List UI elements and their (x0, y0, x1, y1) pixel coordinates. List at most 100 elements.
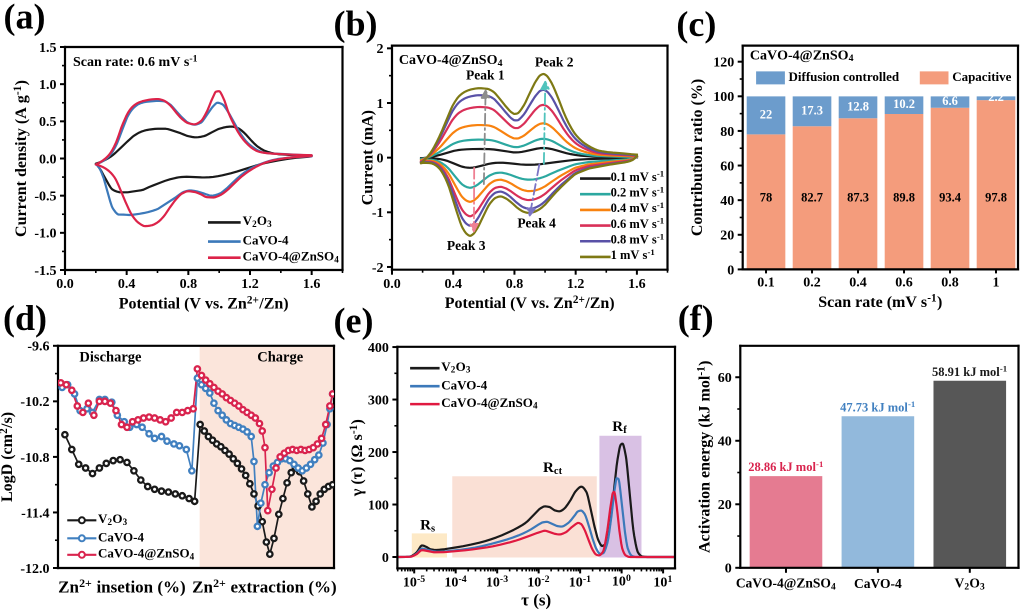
svg-text:-12.0: -12.0 (20, 562, 49, 577)
svg-text:Diffusion controlled: Diffusion controlled (789, 69, 900, 84)
svg-text:L o g D: L o g D ( c m / s ) 2 (0, 408, 16, 502)
svg-text:300: 300 (368, 393, 389, 408)
svg-text:Peak 2: Peak 2 (535, 54, 574, 69)
svg-text:0.4: 0.4 (849, 276, 867, 291)
svg-text:1 0 0: 1 0 0 (612, 573, 631, 590)
svg-text:C u r r: C u r r e n t d e n s i t y ( A g ) ‐ 1 (8, 76, 30, 237)
svg-text:-1: -1 (372, 206, 384, 221)
svg-text:400: 400 (368, 341, 389, 356)
svg-text:80: 80 (720, 125, 734, 140)
svg-text:Charge: Charge (257, 350, 303, 366)
svg-text:C a V O: C a V O - 4 @ Z n S O 4 (243, 247, 340, 264)
svg-text:1 0 ‐: 1 0 ‐ 4 (444, 569, 466, 590)
svg-text:R f: R f (612, 418, 627, 436)
svg-text:6.6: 6.6 (942, 94, 958, 108)
svg-text:82.7: 82.7 (801, 190, 823, 204)
svg-text:-1.5: -1.5 (34, 264, 56, 279)
svg-text:1.0: 1.0 (39, 78, 57, 93)
svg-text:1 0 ‐: 1 0 ‐ 5 (403, 569, 425, 590)
svg-text:0.8: 0.8 (180, 277, 198, 292)
svg-text:4 7 . 7: 4 7 . 7 3 k J m o l ‐ 1 (840, 394, 915, 415)
svg-text:100: 100 (713, 90, 734, 105)
svg-text:0 . 4: 0 . 4 m V s ‐ 1 (611, 195, 665, 216)
svg-text:1 0 1: 1 0 1 (653, 574, 672, 591)
svg-text:0.1: 0.1 (757, 276, 775, 291)
svg-text:93.4: 93.4 (939, 190, 962, 204)
svg-text:V O 2: V O 2 3 (954, 574, 985, 593)
svg-text:0: 0 (725, 562, 732, 577)
svg-text:(b): (b) (334, 3, 378, 43)
svg-text:0.8: 0.8 (506, 277, 524, 292)
svg-text:-10.8: -10.8 (20, 451, 49, 466)
svg-text:0.6: 0.6 (895, 276, 913, 291)
svg-text:Peak 3: Peak 3 (447, 238, 486, 253)
svg-text:S c a n: S c a n r a t e ( m V s ) ‐ 1 (818, 289, 946, 311)
svg-text:5 8 . 9: 5 8 . 9 1 k J m o l ‐ 1 (932, 359, 1007, 380)
svg-text:1.5: 1.5 (39, 41, 57, 56)
svg-text:Z n i n: Z n i n s e t i o n ( % ) 2 + (58, 574, 190, 596)
svg-text:40: 40 (720, 194, 734, 209)
svg-text:Current (mA): Current (mA) (359, 110, 376, 205)
svg-text:0: 0 (382, 551, 389, 566)
svg-text:1 0 ‐: 1 0 ‐ 1 (569, 569, 591, 590)
svg-text:C a V O: C a V O - 4 @ Z n S O 4 (399, 51, 503, 69)
svg-text:P o t e: P o t e n t i a l ( V v s . Z n / Z n ) (445, 290, 619, 312)
svg-text:1.2: 1.2 (567, 277, 585, 292)
svg-text:C a V O: C a V O - 4 @ Z n S O 4 (98, 545, 195, 562)
svg-text:0.0: 0.0 (39, 152, 57, 167)
svg-text:17.3: 17.3 (801, 103, 823, 117)
svg-text:CaVO-4: CaVO-4 (98, 529, 144, 544)
svg-text:-10.2: -10.2 (20, 395, 49, 410)
svg-text:200: 200 (368, 446, 389, 461)
svg-text:R c t: R c t (543, 459, 563, 478)
svg-text:-2: -2 (372, 261, 384, 276)
svg-text:20: 20 (720, 229, 734, 244)
svg-text:0.0: 0.0 (383, 277, 401, 292)
svg-text:12.8: 12.8 (847, 99, 869, 113)
svg-text:1.6: 1.6 (303, 277, 321, 292)
svg-text:Contribution ratio (%): Contribution ratio (%) (689, 79, 706, 236)
svg-text:89.8: 89.8 (893, 190, 915, 204)
svg-text:CaVO-4: CaVO-4 (243, 233, 289, 248)
svg-text:C a V O: C a V O - 4 @ Z n S O 4 (441, 394, 538, 411)
svg-text:60: 60 (718, 371, 732, 386)
svg-text:1 0 ‐: 1 0 ‐ 2 (527, 569, 549, 590)
svg-text:60: 60 (720, 159, 734, 174)
svg-text:CaVO-4: CaVO-4 (441, 377, 487, 392)
svg-text:(f): (f) (678, 298, 714, 338)
svg-text:A c t i: A c t i v a t i o n e n e r g y ( k J m (692, 357, 714, 553)
svg-text:(c): (c) (676, 4, 716, 44)
svg-text:1: 1 (993, 276, 1000, 291)
svg-text:20: 20 (718, 498, 732, 513)
svg-text:P o t e: P o t e n t i a l ( V v s . Z n / Z n ) (119, 290, 293, 312)
svg-text:γ ( τ: γ ( τ ) ( Ω s ) ‐ 1 (344, 415, 366, 497)
svg-text:120: 120 (713, 56, 734, 71)
svg-text:Discharge: Discharge (79, 350, 142, 366)
svg-text:Capacitive: Capacitive (952, 69, 1011, 84)
svg-text:1 0 ‐: 1 0 ‐ 3 (486, 569, 508, 590)
svg-text:CaVO-4: CaVO-4 (854, 576, 902, 591)
svg-text:(d): (d) (3, 298, 47, 338)
svg-text:0 . 2: 0 . 2 m V s ‐ 1 (611, 179, 665, 200)
svg-text:0 . 8: 0 . 8 m V s ‐ 1 (611, 226, 665, 247)
svg-text:1.6: 1.6 (628, 277, 646, 292)
svg-text:87.3: 87.3 (847, 190, 869, 204)
svg-text:0 . 6: 0 . 6 m V s ‐ 1 (611, 211, 665, 232)
svg-text:78: 78 (760, 190, 773, 204)
svg-text:V O 2 3: V O 2 3 (441, 358, 471, 377)
svg-text:-11.4: -11.4 (21, 506, 49, 521)
svg-text:τ ( s: τ ( s ) (521, 590, 551, 609)
svg-text:1.2: 1.2 (241, 277, 259, 292)
svg-text:0: 0 (377, 152, 384, 167)
svg-text:0.0: 0.0 (56, 277, 74, 292)
svg-text:0.2: 0.2 (803, 276, 821, 291)
svg-text:10.2: 10.2 (893, 97, 915, 111)
svg-text:0.8: 0.8 (941, 276, 959, 291)
svg-text:Peak 4: Peak 4 (517, 216, 556, 231)
svg-text:-9.6: -9.6 (27, 340, 49, 355)
svg-text:V O 2 3: V O 2 3 (98, 510, 128, 529)
svg-text:100: 100 (368, 498, 389, 513)
svg-text:2: 2 (377, 42, 384, 57)
svg-text:(e): (e) (334, 300, 374, 340)
svg-text:Z n e x: Z n e x t r a c t i o n ( % ) 2 + (192, 574, 341, 596)
